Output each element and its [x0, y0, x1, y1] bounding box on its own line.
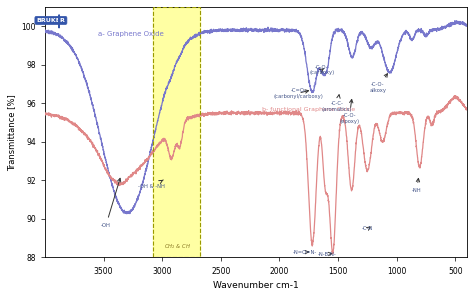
Text: a- Graphene Oxide: a- Graphene Oxide: [98, 31, 164, 37]
Text: -N=O=N-: -N=O=N-: [293, 249, 318, 255]
Text: -C-N: -C-N: [362, 227, 373, 231]
Bar: [153, 7, 200, 257]
X-axis label: Wavenumber cm-1: Wavenumber cm-1: [213, 281, 299, 290]
Text: b- functional Graphene Oxide: b- functional Graphene Oxide: [262, 107, 355, 112]
Text: -C-O-
(carboxy): -C-O- (carboxy): [309, 64, 334, 75]
Text: -C-O-
alkoxy: -C-O- alkoxy: [369, 74, 387, 93]
Text: -C=O-
(carbonyl/carboxy): -C=O- (carbonyl/carboxy): [273, 88, 323, 99]
Text: -C-C-
(aromatics): -C-C- (aromatics): [322, 95, 352, 112]
Text: -OH: -OH: [101, 178, 121, 228]
Text: -C-O-
(epoxy): -C-O- (epoxy): [339, 99, 359, 124]
Text: -N-B-N-: -N-B-N-: [318, 252, 337, 257]
Text: CH$_2$ & CH: CH$_2$ & CH: [164, 242, 191, 251]
Bar: [153, 7, 200, 257]
Text: BRUKER: BRUKER: [36, 18, 65, 23]
Text: -OH & -NH: -OH & -NH: [138, 180, 165, 189]
Text: -NH: -NH: [412, 178, 421, 193]
Y-axis label: Transmittance [%]: Transmittance [%]: [7, 94, 16, 170]
